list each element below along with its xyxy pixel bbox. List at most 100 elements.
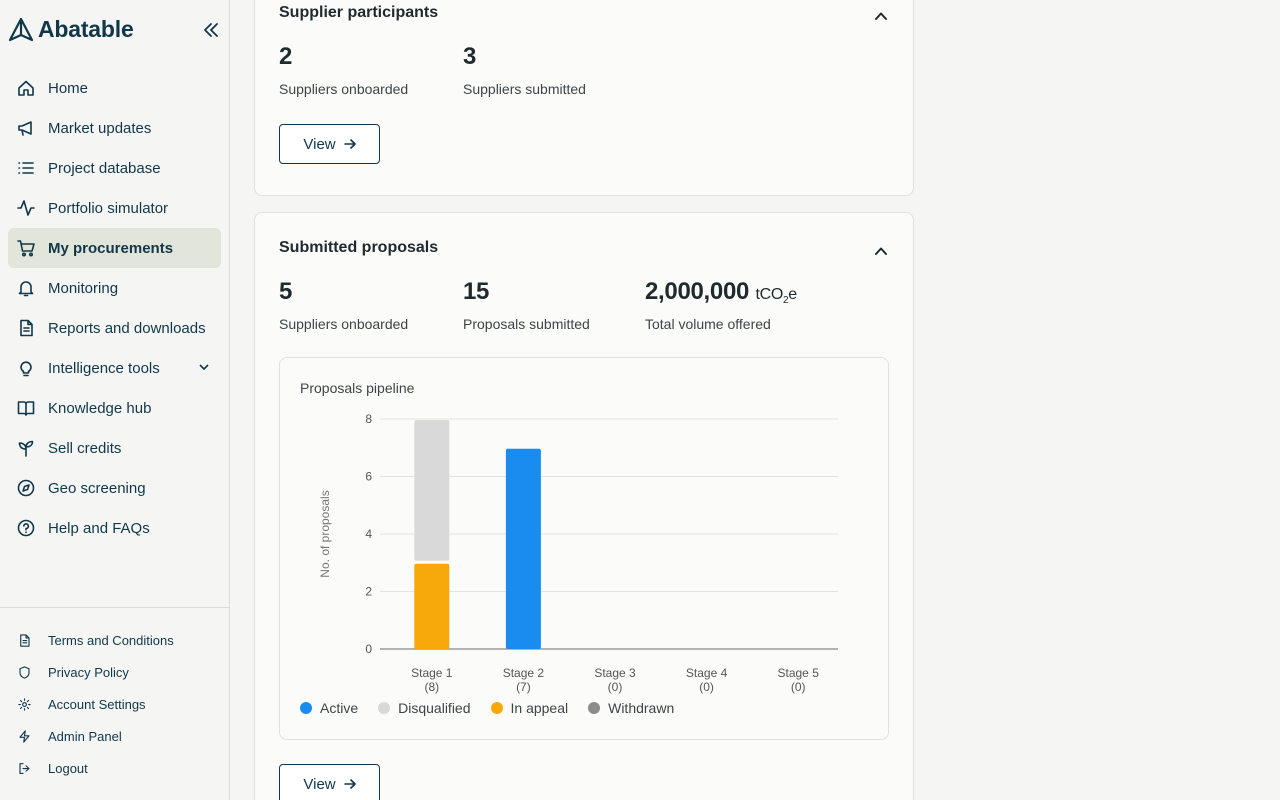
- footer-link-label: Privacy Policy: [48, 664, 129, 680]
- footer-link-privacy-policy[interactable]: Privacy Policy: [8, 656, 221, 688]
- view-button-label: View: [303, 135, 336, 153]
- stat-value: 3: [463, 43, 477, 70]
- double-chevron-left-icon: [204, 23, 218, 37]
- sidebar-item-label: Project database: [48, 159, 161, 177]
- collapse-sidebar-button[interactable]: [201, 20, 221, 40]
- unit-suffix: e: [788, 286, 797, 303]
- activity-icon: [16, 198, 36, 218]
- x-tick-label: Stage 5: [778, 666, 820, 680]
- sidebar-item-monitoring[interactable]: Monitoring: [8, 268, 221, 308]
- footer-link-label: Admin Panel: [48, 728, 122, 744]
- x-tick-label: Stage 1: [411, 666, 453, 680]
- sidebar-item-project-database[interactable]: Project database: [8, 148, 221, 188]
- x-tick-label: Stage 4: [686, 666, 728, 680]
- x-tick-count-label: (8): [424, 680, 439, 694]
- app-logo[interactable]: Abatable: [8, 16, 134, 43]
- y-tick-label: 0: [365, 642, 372, 656]
- logout-icon: [16, 760, 32, 776]
- arrow-right-icon: [343, 779, 356, 789]
- sidebar-item-label: Help and FAQs: [48, 519, 150, 537]
- legend-item[interactable]: Disqualified: [378, 700, 471, 716]
- sidebar-item-label: Geo screening: [48, 479, 146, 497]
- sidebar: Abatable Home Market updates Project datab…: [0, 0, 230, 800]
- stat-total-volume-offered: 2,000,000 tCO2e Total volume offered: [645, 278, 797, 332]
- stat-label: Total volume offered: [645, 316, 771, 333]
- footer-link-label: Logout: [48, 760, 88, 776]
- stat-value: 2,000,000 tCO2e: [645, 278, 797, 306]
- legend-label: Active: [320, 700, 359, 716]
- collapse-card-button[interactable]: [873, 243, 889, 259]
- sidebar-item-intelligence-tools[interactable]: Intelligence tools: [8, 348, 221, 388]
- sidebar-item-label: Intelligence tools: [48, 359, 160, 377]
- sidebar-item-label: Sell credits: [48, 439, 122, 457]
- legend-item[interactable]: In appeal: [490, 700, 568, 716]
- legend-swatch: [378, 702, 391, 714]
- x-tick-count-label: (0): [791, 680, 806, 694]
- chevron-up-icon: [875, 12, 887, 20]
- stat-proposals-submitted: 15 Proposals submitted: [463, 278, 590, 332]
- y-tick-label: 6: [365, 470, 372, 484]
- view-button-label: View: [303, 775, 336, 793]
- app-logo-text: Abatable: [38, 16, 134, 42]
- arrow-right-icon: [343, 139, 356, 149]
- footer-link-terms-and-conditions[interactable]: Terms and Conditions: [8, 624, 221, 656]
- legend-item[interactable]: Withdrawn: [588, 700, 674, 716]
- stat-label: Proposals submitted: [463, 316, 590, 332]
- stat-number: 2,000,000: [645, 278, 750, 305]
- chart-legend: Active Disqualified In appeal Withdrawn: [300, 700, 674, 716]
- sidebar-item-sell-credits[interactable]: Sell credits: [8, 428, 221, 468]
- shield-icon: [16, 664, 32, 680]
- sidebar-item-label: Portfolio simulator: [48, 199, 169, 217]
- footer-link-logout[interactable]: Logout: [8, 752, 221, 784]
- legend-swatch: [588, 702, 601, 714]
- sidebar-item-geo-screening[interactable]: Geo screening: [8, 468, 221, 508]
- chart-canvas: 0 2 4 6 8 No. of proposals Stage 1(8) Stage 2(7…: [318, 412, 838, 694]
- sidebar-item-knowledge-hub[interactable]: Knowledge hub: [8, 388, 221, 428]
- help-circle-icon: [16, 518, 36, 538]
- document-icon: [16, 318, 36, 338]
- card-title: Supplier participants: [279, 4, 439, 21]
- legend-label: Withdrawn: [608, 700, 675, 716]
- chart-title: Proposals pipeline: [300, 380, 415, 396]
- bell-icon: [16, 278, 36, 298]
- sidebar-item-portfolio-simulator[interactable]: Portfolio simulator: [8, 188, 221, 228]
- abatable-logo-icon: [8, 17, 34, 41]
- view-proposals-button[interactable]: View: [279, 764, 380, 800]
- footer-link-account-settings[interactable]: Account Settings: [8, 688, 221, 720]
- submitted-proposals-card: Submitted proposals 5 Suppliers onboarde…: [254, 212, 914, 800]
- sidebar-item-my-procurements[interactable]: My procurements: [8, 228, 221, 268]
- lightning-icon: [16, 728, 32, 744]
- cart-icon: [16, 238, 36, 258]
- sidebar-item-market-updates[interactable]: Market updates: [8, 108, 221, 148]
- card-title: Submitted proposals: [279, 239, 439, 256]
- view-suppliers-button[interactable]: View: [279, 124, 380, 164]
- sidebar-item-label: My procurements: [48, 239, 174, 257]
- sidebar-item-reports-and-downloads[interactable]: Reports and downloads: [8, 308, 221, 348]
- stat-value: 2: [279, 43, 293, 70]
- chevron-down-icon[interactable]: [197, 360, 211, 374]
- stat-suppliers-submitted: 3 Suppliers submitted: [463, 43, 586, 97]
- compass-icon: [16, 478, 36, 498]
- footer-link-admin-panel[interactable]: Admin Panel: [8, 720, 221, 752]
- document-icon: [16, 632, 32, 648]
- list-icon: [16, 158, 36, 178]
- x-tick-label: Stage 3: [594, 666, 636, 680]
- sidebar-item-home[interactable]: Home: [8, 68, 221, 108]
- legend-item[interactable]: Active: [300, 700, 358, 716]
- x-tick-label: Stage 2: [503, 666, 545, 680]
- legend-swatch: [300, 702, 312, 714]
- legend-swatch: [490, 702, 503, 714]
- stat-unit: tCO2e: [755, 286, 797, 307]
- megaphone-icon: [16, 118, 36, 138]
- y-tick-label: 4: [365, 527, 372, 541]
- chevron-up-icon: [875, 247, 887, 255]
- unit-subscript: 2: [783, 295, 789, 307]
- gear-icon: [16, 696, 32, 712]
- unit-prefix: tCO: [755, 286, 783, 303]
- collapse-card-button[interactable]: [873, 8, 889, 24]
- sprout-icon: [16, 438, 36, 458]
- supplier-participants-card: Supplier participants 2 Suppliers onboar…: [254, 0, 914, 196]
- stat-value: 5: [279, 278, 293, 305]
- sidebar-item-help-and-faqs[interactable]: Help and FAQs: [8, 508, 221, 548]
- sidebar-item-label: Monitoring: [48, 279, 119, 297]
